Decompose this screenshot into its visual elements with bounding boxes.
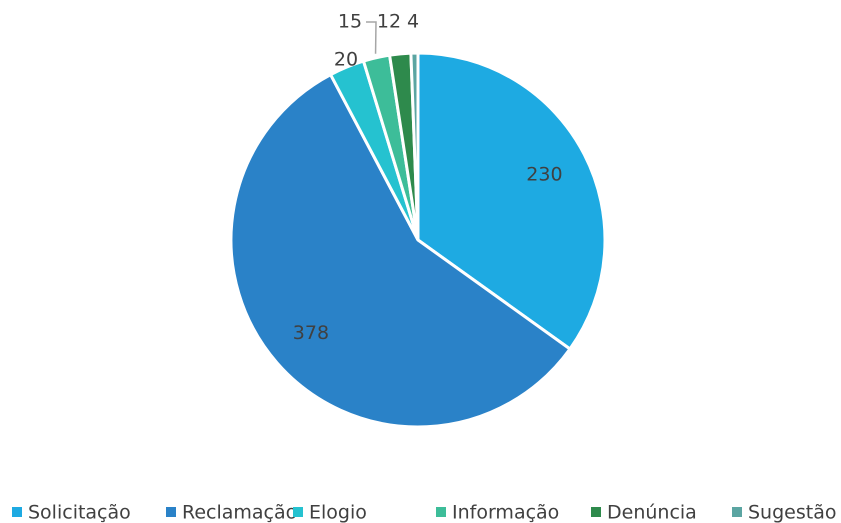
data-label: 4 [407, 11, 419, 33]
data-label: 12 [377, 11, 401, 33]
legend-label: Denúncia [607, 502, 697, 523]
leader-line [366, 21, 377, 54]
data-label: 20 [334, 49, 358, 71]
legend-label: Elogio [309, 502, 367, 523]
legend-label: Reclamação [182, 502, 297, 523]
legend-swatch [293, 507, 303, 517]
legend-label: Informação [452, 502, 559, 523]
pie-slice [409, 51, 420, 241]
legend-label: Sugestão [748, 502, 836, 523]
data-label: 15 [338, 11, 362, 33]
legend-swatch [166, 507, 176, 517]
legend-swatch [436, 507, 446, 517]
legend-label: Solicitação [28, 502, 131, 523]
legend-swatch [732, 507, 742, 517]
data-label: 230 [526, 164, 562, 186]
pie-slice [229, 72, 573, 429]
data-label: 378 [293, 322, 329, 344]
legend-swatch [591, 507, 601, 517]
legend-swatch [12, 507, 22, 517]
pie-slice [416, 51, 607, 352]
